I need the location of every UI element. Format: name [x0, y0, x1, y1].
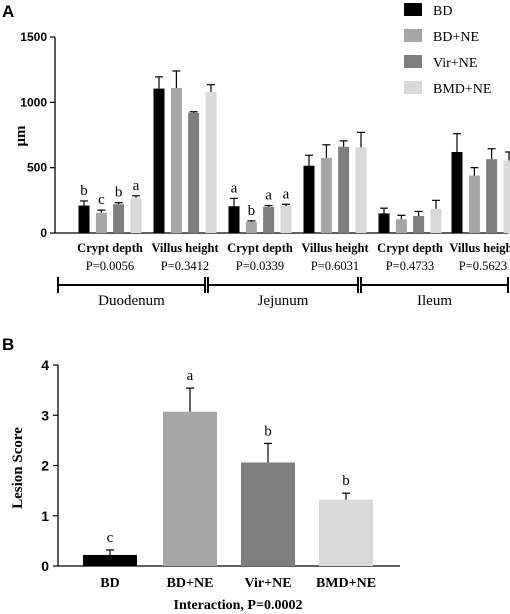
legend-label-bd: BD: [433, 4, 452, 19]
legend-label-bmd-ne: BMD+NE: [433, 82, 491, 97]
lesion-sig-letter-bmd-ne: b: [342, 473, 350, 489]
legend-label-bd-ne: BD+NE: [433, 30, 479, 45]
panel-b-y-tick-label-0: 0: [41, 558, 49, 574]
group-label-4: Crypt depth: [377, 241, 443, 255]
bar-g0-bd: [78, 205, 90, 233]
panel-a-y-tick-label-1000: 1000: [20, 95, 47, 109]
sig-letter-g2-bmd-ne: a: [283, 186, 290, 202]
panel-b-y-axis-label: Lesion Score: [10, 427, 26, 509]
lesion-category-label-vir-ne: Vir+NE: [244, 576, 291, 591]
bar-g2-bmd-ne: [280, 206, 292, 233]
group-label-2: Crypt depth: [227, 241, 293, 255]
lesion-sig-letter-bd: c: [107, 530, 114, 546]
lesion-sig-letter-bd-ne: a: [187, 368, 194, 384]
bar-g2-bd: [228, 206, 240, 233]
legend-swatch-bmd-ne: [404, 81, 422, 94]
panel-a-y-tick-label-1500: 1500: [20, 30, 47, 44]
sig-letter-g0-vir-ne: b: [115, 185, 123, 201]
sig-letter-g2-vir-ne: a: [265, 188, 272, 204]
section-label-duodenum: Duodenum: [98, 293, 165, 309]
sig-letter-g0-bd: b: [80, 183, 88, 199]
bar-g5-bd-ne: [468, 175, 480, 233]
legend-swatch-bd: [404, 3, 422, 16]
bar-g2-bd-ne: [245, 221, 257, 233]
panel-b-label: B: [2, 335, 14, 354]
lesion-bar-bd: [83, 554, 137, 566]
bar-g4-bmd-ne: [430, 208, 442, 233]
bar-g1-bd: [153, 88, 165, 233]
panel-a-label: A: [2, 2, 14, 21]
panel-a-legend: BD BD+NE Vir+NE BMD+NE: [404, 3, 491, 97]
bar-g1-bd-ne: [170, 87, 182, 234]
lesion-bar-bmd-ne: [319, 499, 373, 566]
bar-g4-bd: [378, 213, 390, 233]
panel-b-y-tick-label-1: 1: [41, 508, 49, 524]
bar-g3-bmd-ne: [355, 147, 367, 233]
bar-g0-bmd-ne: [130, 197, 142, 233]
bar-g0-vir-ne: [113, 204, 125, 233]
lesion-category-label-bmd-ne: BMD+NE: [316, 576, 376, 591]
legend-swatch-vir-ne: [404, 55, 422, 68]
legend-label-vir-ne: Vir+NE: [433, 56, 477, 71]
bar-g3-bd-ne: [320, 157, 332, 233]
group-label-3: Villus height: [301, 241, 369, 255]
bar-g0-bd-ne: [95, 212, 107, 233]
p-value-label-3: P=0.6031: [311, 259, 359, 273]
bar-g2-vir-ne: [263, 206, 275, 233]
p-value-label-1: P=0.3412: [161, 259, 209, 273]
panel-a-y-tick-label-0: 0: [40, 226, 47, 240]
legend-swatch-bd-ne: [404, 29, 422, 42]
lesion-bar-bd-ne: [163, 411, 217, 566]
bar-g4-bd-ne: [395, 219, 407, 233]
group-label-0: Crypt depth: [77, 241, 143, 255]
panel-a-y-tick-label-500: 500: [27, 161, 47, 175]
panel-b-plot: 0 1 2 3 4 c BD a BD+NE b Vir+NE b BMD+NE: [41, 357, 400, 591]
panel-b-y-tick-label-3: 3: [41, 407, 49, 423]
p-value-label-4: P=0.4733: [386, 259, 434, 273]
sig-letter-g2-bd-ne: b: [248, 203, 256, 219]
panel-b-y-tick-label-2: 2: [41, 458, 49, 474]
p-value-label-2: P=0.0339: [236, 259, 284, 273]
group-label-1: Villus height: [151, 241, 219, 255]
bar-g1-bmd-ne: [205, 91, 217, 233]
group-label-5: Villus height: [449, 241, 510, 255]
sig-letter-g0-bmd-ne: a: [133, 178, 140, 194]
lesion-category-label-bd-ne: BD+NE: [167, 576, 214, 591]
panel-a-y-axis-label: μm: [13, 125, 29, 147]
bar-g5-bmd-ne: [503, 160, 510, 233]
lesion-category-label-bd: BD: [100, 576, 119, 591]
panel-b-x-axis-label: Interaction, P=0.0002: [174, 598, 303, 613]
bar-g3-bd: [303, 165, 315, 233]
bar-g3-vir-ne: [338, 146, 350, 233]
bar-g5-vir-ne: [486, 159, 498, 233]
bar-g4-vir-ne: [413, 216, 425, 233]
bar-g5-bd: [451, 151, 463, 233]
panel-b-y-tick-label-4: 4: [41, 357, 49, 373]
section-label-jejunum: Jejunum: [258, 293, 309, 309]
sig-letter-g0-bd-ne: c: [98, 192, 105, 208]
bar-g1-vir-ne: [188, 112, 200, 233]
p-value-label-0: P=0.0056: [86, 259, 134, 273]
lesion-bar-vir-ne: [241, 462, 295, 566]
section-label-ileum: Ileum: [417, 293, 452, 309]
sig-letter-g2-bd: a: [231, 180, 238, 196]
p-value-label-5: P=0.5623: [459, 259, 507, 273]
lesion-sig-letter-vir-ne: b: [264, 423, 272, 439]
